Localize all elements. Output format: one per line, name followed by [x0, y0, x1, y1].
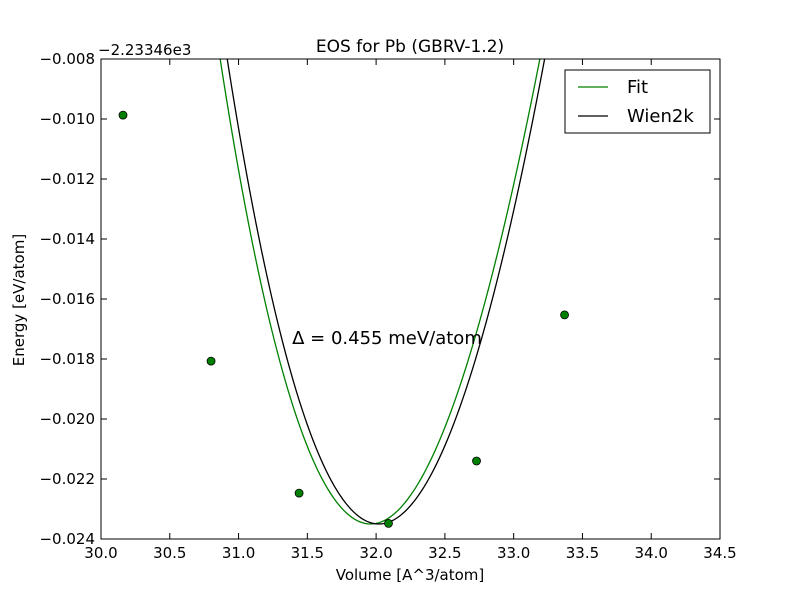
data-point [118, 110, 128, 120]
chart-title: EOS for Pb (GBRV-1.2) [316, 37, 504, 57]
y-tick-label: −0.020 [39, 410, 95, 428]
data-point [294, 488, 304, 498]
x-tick-label: 33.5 [566, 544, 599, 562]
y-axis: −0.024 −0.022 −0.020 −0.018 −0.016 −0.014 −0.0… [39, 50, 720, 548]
y-offset-label: −2.23346e3 [98, 41, 191, 59]
delta-annotation: Δ = 0.455 meV/atom [292, 328, 482, 349]
y-tick-label: −0.016 [39, 290, 95, 308]
data-point [560, 310, 569, 320]
legend-label-fit: Fit [627, 77, 648, 98]
x-tick-label: 34.5 [703, 544, 736, 562]
y-tick-label: −0.018 [39, 350, 95, 368]
y-tick-label: −0.010 [39, 110, 95, 128]
x-tick-label: 31.5 [291, 544, 324, 562]
x-tick-label: 32.5 [428, 544, 461, 562]
data-point [472, 456, 481, 466]
y-tick-label: −0.012 [39, 170, 95, 188]
y-tick-label: −0.022 [39, 470, 95, 488]
legend: Fit Wien2k [564, 69, 711, 134]
x-tick-label: 34.0 [635, 544, 668, 562]
series-line-fit [219, 59, 541, 525]
legend-box [564, 69, 711, 134]
y-tick-label: −0.024 [39, 530, 95, 548]
legend-label-wien2k: Wien2k [627, 106, 694, 127]
y-tick-label: −0.014 [39, 230, 95, 248]
y-axis-label: Energy [eV/atom] [10, 234, 28, 366]
series-layer [118, 59, 569, 528]
x-tick-label: 31.0 [222, 544, 255, 562]
y-tick-label: −0.008 [39, 50, 95, 68]
x-axis-label: Volume [A^3/atom] [336, 566, 485, 584]
data-point [384, 519, 393, 528]
x-tick-label: 30.0 [84, 544, 117, 562]
data-point [206, 356, 216, 366]
series-line-wien2k [226, 59, 546, 525]
x-axis: 30.0 30.5 31.0 31.5 32.0 32.5 33.0 33.5 34.0 34.5 [84, 59, 737, 562]
x-tick-label: 33.0 [497, 544, 530, 562]
x-tick-label: 30.5 [153, 544, 186, 562]
x-tick-label: 32.0 [359, 544, 392, 562]
